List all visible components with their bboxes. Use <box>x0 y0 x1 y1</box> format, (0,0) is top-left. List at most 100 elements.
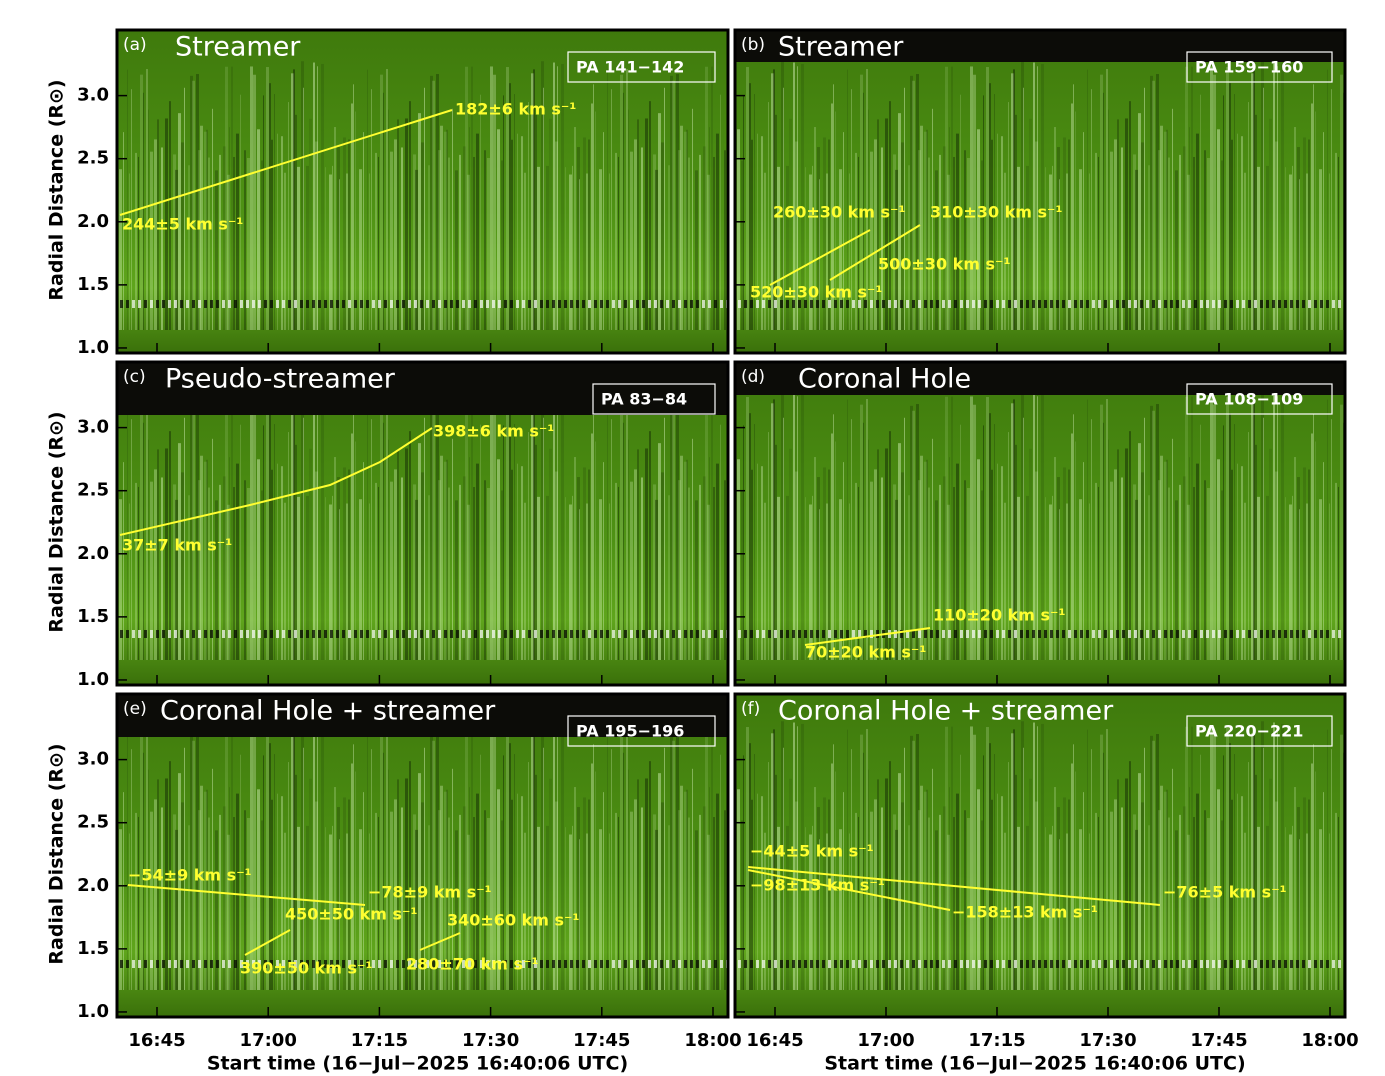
fit-line <box>127 884 366 906</box>
x-tick-label: 17:30 <box>462 1030 519 1051</box>
y-tick-label: 2.5 <box>77 812 109 833</box>
pa-label: PA 141−142 <box>576 58 684 77</box>
fit-line <box>829 224 921 281</box>
fit-line <box>747 866 1161 906</box>
fit-line <box>804 627 931 646</box>
speed-label: 450±50 km s⁻¹ <box>285 905 418 924</box>
fit-line <box>419 932 461 951</box>
x-tick-label: 16:45 <box>128 1030 185 1051</box>
speed-label: 500±30 km s⁻¹ <box>878 255 1011 274</box>
panel-label: (c) <box>123 367 146 387</box>
x-tick-label: 17:00 <box>857 1030 914 1051</box>
speed-label: −158±13 km s⁻¹ <box>952 903 1098 922</box>
pa-box <box>567 715 716 747</box>
panel-frame <box>115 28 730 355</box>
y-tick-label: 1.5 <box>77 274 109 295</box>
x-tick-label: 17:15 <box>968 1030 1025 1051</box>
fit-line <box>769 229 871 286</box>
speed-label: 280±70 km s⁻¹ <box>406 955 539 974</box>
speed-label: 310±30 km s⁻¹ <box>930 203 1063 222</box>
speed-label: 340±60 km s⁻¹ <box>447 911 580 930</box>
fit-line <box>244 929 291 956</box>
y-tick-label: 2.5 <box>77 148 109 169</box>
speed-label: 398±6 km s⁻¹ <box>433 422 554 441</box>
speed-label: 260±30 km s⁻¹ <box>773 203 906 222</box>
pa-box <box>1186 383 1333 415</box>
y-tick-label: 3.0 <box>77 85 109 106</box>
fit-line <box>119 109 453 216</box>
y-axis-title: Radial Distance (R⊙) <box>46 411 68 632</box>
panel-header <box>735 30 1345 62</box>
panel-title: Coronal Hole <box>798 364 971 395</box>
y-tick-label: 3.0 <box>77 417 109 438</box>
panel-frame <box>115 360 730 687</box>
panel-texture <box>117 30 728 353</box>
panel-label: (f) <box>741 699 760 719</box>
speed-label: 244±5 km s⁻¹ <box>122 215 243 234</box>
speed-label: 390±50 km s⁻¹ <box>240 959 373 978</box>
panel-texture <box>735 30 1345 353</box>
x-tick-label: 17:45 <box>1190 1030 1247 1051</box>
speed-label: 70±20 km s⁻¹ <box>805 643 926 662</box>
pa-box <box>567 51 716 83</box>
y-tick-label: 3.0 <box>77 749 109 770</box>
panel-label: (a) <box>123 35 147 55</box>
panel-title: Coronal Hole + streamer <box>160 696 496 727</box>
panel-frame <box>115 692 730 1019</box>
x-tick-label: 18:00 <box>684 1030 741 1051</box>
panel-texture <box>735 694 1345 1017</box>
x-axis-title: Start time (16−Jul−2025 16:40:06 UTC) <box>824 1053 1245 1075</box>
panel-header <box>117 362 728 415</box>
y-tick-label: 1.0 <box>77 1001 109 1022</box>
panel-texture <box>735 362 1345 685</box>
panel-frame <box>733 28 1347 355</box>
panel-title: Streamer <box>175 32 301 63</box>
speed-label: 110±20 km s⁻¹ <box>933 606 1066 625</box>
x-axis-title: Start time (16−Jul−2025 16:40:06 UTC) <box>207 1053 628 1075</box>
x-tick-label: 16:45 <box>746 1030 803 1051</box>
pa-box <box>1186 51 1333 83</box>
panel-title: Streamer <box>778 32 904 63</box>
pa-label: PA 108−109 <box>1195 390 1303 409</box>
pa-label: PA 83−84 <box>601 390 687 409</box>
y-tick-label: 2.0 <box>77 543 109 564</box>
panel-title: Pseudo-streamer <box>165 364 396 395</box>
y-axis-title: Radial Distance (R⊙) <box>46 79 68 300</box>
panel-title: Coronal Hole + streamer <box>778 696 1114 727</box>
panel-label: (e) <box>123 699 147 719</box>
panel-header <box>735 362 1345 395</box>
speed-label: −98±13 km s⁻¹ <box>750 876 885 895</box>
pa-label: PA 159−160 <box>1195 58 1303 77</box>
pa-label: PA 195−196 <box>576 722 684 741</box>
speed-label: −76±5 km s⁻¹ <box>1163 883 1287 902</box>
panel-texture <box>117 694 728 1017</box>
panel-frame <box>733 360 1347 687</box>
y-tick-label: 2.5 <box>77 480 109 501</box>
panel-frame <box>733 692 1347 1019</box>
panel-label: (b) <box>741 35 765 55</box>
x-tick-label: 18:00 <box>1301 1030 1358 1051</box>
y-tick-label: 2.0 <box>77 211 109 232</box>
speed-label: 37±7 km s⁻¹ <box>122 536 232 555</box>
speed-label: 520±30 km s⁻¹ <box>750 283 883 302</box>
panel-label: (d) <box>741 367 765 387</box>
y-tick-label: 1.5 <box>77 606 109 627</box>
fit-line <box>119 427 433 536</box>
fit-line <box>747 869 951 911</box>
y-tick-label: 1.0 <box>77 337 109 358</box>
speed-label: 182±6 km s⁻¹ <box>455 100 576 119</box>
speed-label: −78±9 km s⁻¹ <box>368 883 492 902</box>
speed-label: −44±5 km s⁻¹ <box>750 842 874 861</box>
x-tick-label: 17:30 <box>1079 1030 1136 1051</box>
x-tick-label: 17:00 <box>240 1030 297 1051</box>
y-tick-label: 1.5 <box>77 938 109 959</box>
x-tick-label: 17:15 <box>351 1030 408 1051</box>
panel-texture <box>117 362 728 685</box>
pa-box <box>592 383 716 415</box>
y-tick-label: 2.0 <box>77 875 109 896</box>
speed-label: −54±9 km s⁻¹ <box>128 866 252 885</box>
y-axis-title: Radial Distance (R⊙) <box>46 743 68 964</box>
x-tick-label: 17:45 <box>573 1030 630 1051</box>
pa-box <box>1186 715 1333 747</box>
